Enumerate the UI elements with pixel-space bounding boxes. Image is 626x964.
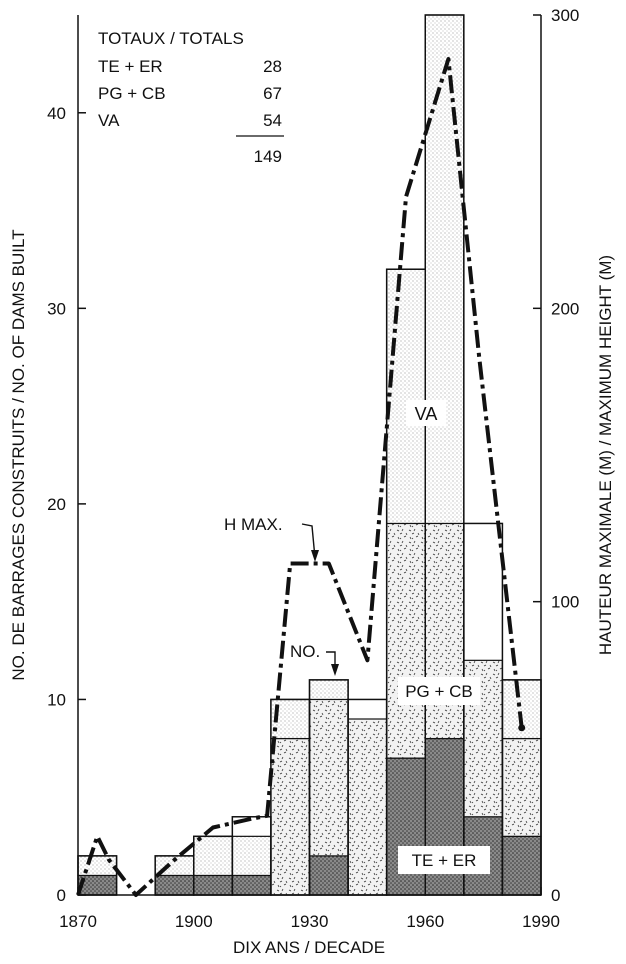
bar-pg-cb xyxy=(501,737,542,837)
hmax-pointer xyxy=(301,523,316,559)
legend-row-label: VA xyxy=(98,111,120,130)
hmax-annotation: H MAX. xyxy=(224,515,283,534)
bar-va xyxy=(193,835,233,877)
y-right-tick-label: 200 xyxy=(551,299,579,318)
bar-te-er xyxy=(386,757,426,896)
y-right-tick-label: 0 xyxy=(551,886,560,905)
totals-legend: TOTAUX / TOTALS TE + ER 28 PG + CB 67 VA… xyxy=(98,29,284,166)
bar-pg-cb xyxy=(424,522,465,740)
legend-title: TOTAUX / TOTALS xyxy=(98,29,244,48)
ticks-layer: 1870 1900 1930 1960 1990 0 10 20 30 40 0 100 200 300 xyxy=(47,6,579,931)
bar-va xyxy=(308,679,349,701)
bar-pg-cb xyxy=(463,659,504,818)
count-annotation: NO. xyxy=(290,642,320,661)
y-left-tick-label: 10 xyxy=(47,690,66,709)
bar-pg-cb xyxy=(347,718,388,896)
legend-row-value: 67 xyxy=(263,84,282,103)
hmax-arrowhead xyxy=(311,550,319,562)
count-arrowhead xyxy=(331,664,339,676)
bar-pg-cb xyxy=(386,522,426,759)
x-tick-label: 1990 xyxy=(522,912,560,931)
bar-pg-cb xyxy=(270,737,311,896)
y-left-tick-label: 40 xyxy=(47,104,66,123)
bars-layer xyxy=(77,14,542,896)
x-axis-title: DIX ANS / DECADE xyxy=(233,938,385,957)
bar-te-er xyxy=(193,874,233,896)
bar-te-er xyxy=(231,874,272,896)
legend-row-value: 28 xyxy=(263,57,282,76)
legend-row-label: TE + ER xyxy=(98,57,163,76)
bar-te-er xyxy=(308,855,349,896)
y-right-axis-title: HAUTEUR MAXIMALE (M) / MAXIMUM HEIGHT (M… xyxy=(596,255,615,655)
y-right-tick-label: 300 xyxy=(551,6,579,25)
bar-va xyxy=(424,14,465,525)
bar-va xyxy=(386,268,426,525)
pgcb-label-bg xyxy=(398,677,480,705)
y-right-tick-label: 100 xyxy=(551,593,579,612)
teer-annotation: TE + ER xyxy=(412,851,477,870)
legend-total: 149 xyxy=(254,147,282,166)
va-annotation: VA xyxy=(415,404,438,424)
bar-va xyxy=(231,835,272,877)
y-left-tick-label: 20 xyxy=(47,495,66,514)
x-tick-label: 1870 xyxy=(59,912,97,931)
legend-row-value: 54 xyxy=(263,111,282,130)
y-left-tick-label: 30 xyxy=(47,299,66,318)
hmax-end-point xyxy=(518,724,526,732)
y-left-axis-title: NO. DE BARRAGES CONSTRUITS / NO. OF DAMS… xyxy=(9,229,28,680)
hmax-line xyxy=(76,57,524,897)
bar-pg-cb xyxy=(308,698,349,857)
va-label-bg xyxy=(406,400,446,426)
y-left-tick-label: 0 xyxy=(57,886,66,905)
pgcb-annotation: PG + CB xyxy=(405,682,473,701)
x-tick-label: 1960 xyxy=(406,912,444,931)
x-tick-label: 1930 xyxy=(291,912,329,931)
legend-row-label: PG + CB xyxy=(98,84,166,103)
hmax-layer xyxy=(76,57,526,897)
x-tick-label: 1900 xyxy=(175,912,213,931)
bar-te-er xyxy=(154,874,195,896)
bar-te-er xyxy=(501,835,542,896)
teer-label-bg xyxy=(398,846,490,874)
